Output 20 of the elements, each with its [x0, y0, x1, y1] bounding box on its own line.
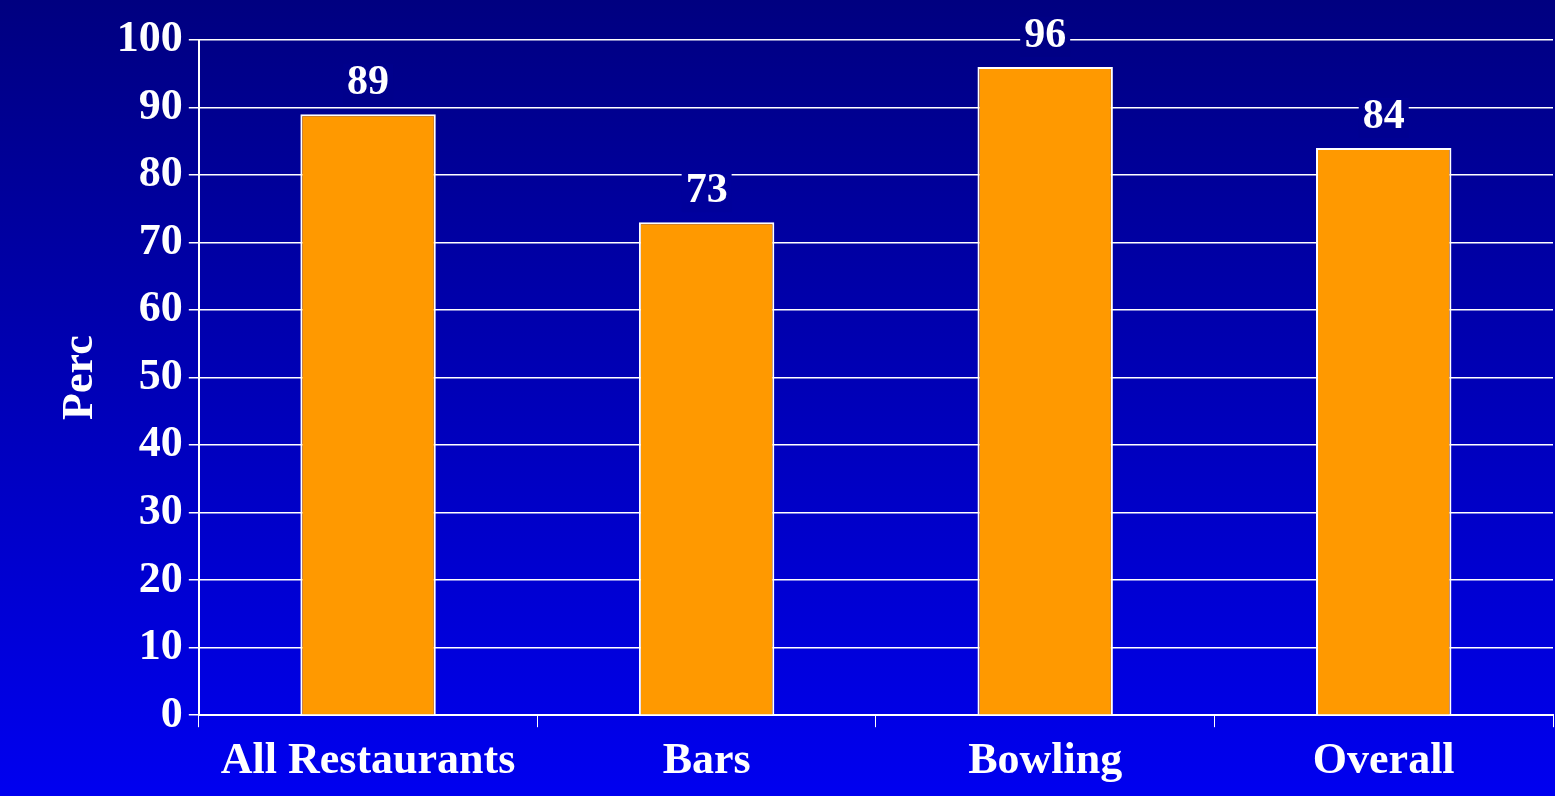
y-tick-label: 0 [160, 687, 183, 737]
y-tick-label: 70 [138, 214, 183, 264]
data-label: 96 [1024, 9, 1067, 56]
y-tick-label: 30 [138, 485, 183, 534]
x-tick-label: Bars [662, 733, 751, 783]
y-tick-label: 10 [138, 620, 183, 670]
y-tick-label: 60 [138, 282, 183, 332]
x-tick-label: All Restaurants [220, 733, 516, 783]
y-tick-label: 20 [138, 552, 183, 602]
data-label: 89 [347, 57, 390, 104]
y-axis-title: Perc [52, 335, 102, 420]
data-label: 73 [685, 165, 728, 212]
y-tick-label: 40 [138, 417, 183, 467]
y-tick-label: 100 [116, 12, 183, 62]
y-tick-label: 90 [138, 79, 183, 129]
data-label: 84 [1362, 90, 1405, 137]
x-tick-label: Bowling [968, 733, 1123, 783]
y-tick-label: 50 [138, 349, 183, 399]
x-tick-label: Overall [1312, 733, 1455, 783]
y-tick-label: 80 [138, 147, 183, 197]
